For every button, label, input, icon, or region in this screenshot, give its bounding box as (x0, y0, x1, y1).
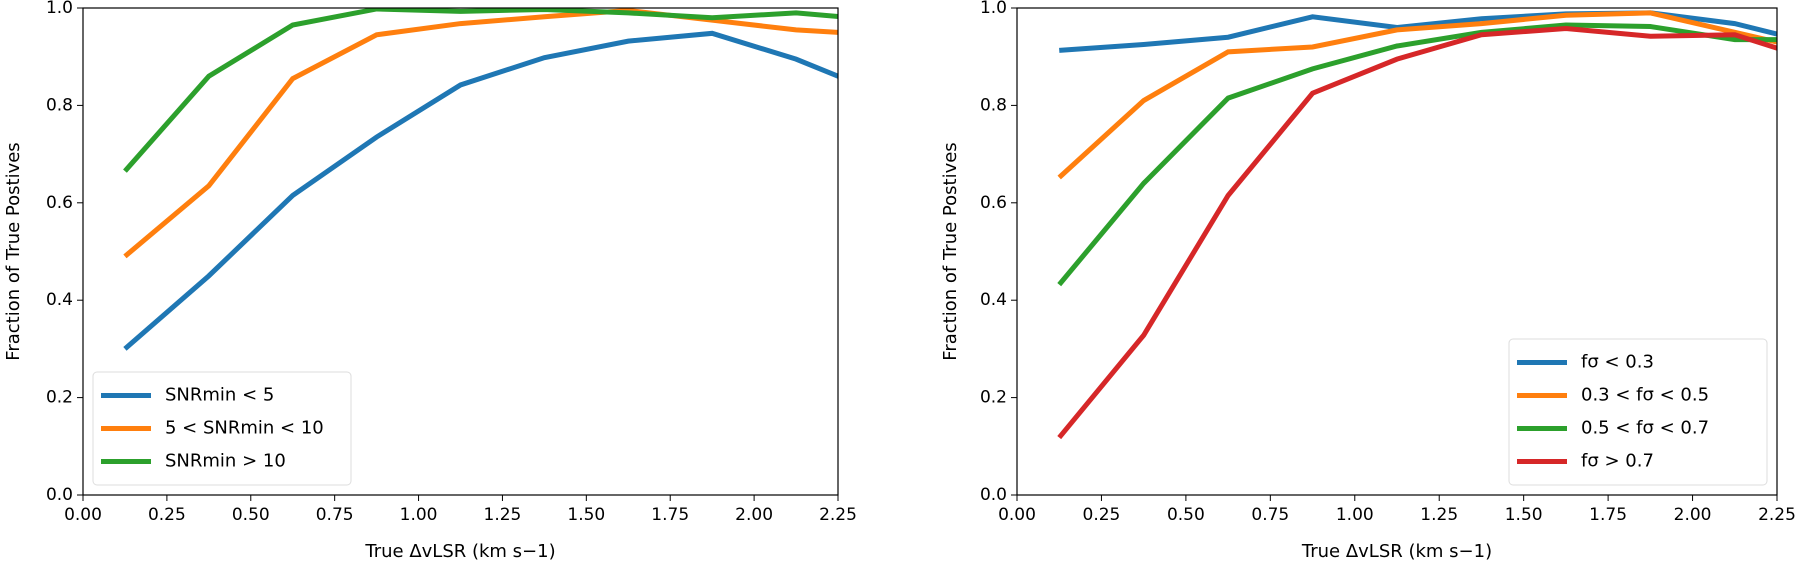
x-tick-label: 0.25 (148, 505, 186, 525)
x-tick-label: 1.50 (1505, 505, 1543, 525)
y-tick-label: 0.8 (46, 95, 73, 115)
y-tick-label: 0.0 (980, 485, 1007, 505)
x-axis-label: True ΔvLSR (km s−1) (1301, 541, 1492, 562)
y-tick-label: 0.6 (46, 193, 73, 213)
y-tick-label: 0.6 (980, 193, 1007, 213)
series-line (1057, 22, 1777, 287)
legend-label: 5 < SNRmin < 10 (165, 418, 324, 439)
x-tick-label: 1.25 (1420, 505, 1458, 525)
y-tick-label: 1.0 (46, 0, 73, 18)
legend-frame (92, 371, 352, 486)
y-tick-label: 1.0 (980, 0, 1007, 18)
x-tick-label: 1.00 (400, 505, 438, 525)
legend-label: fσ > 0.7 (1581, 451, 1654, 472)
legend: fσ < 0.3 0.3 < fσ < 0.5 0.5 < fσ < 0.7 fσ >… (1508, 338, 1768, 486)
legend-label: SNRmin > 10 (165, 451, 286, 472)
y-tick-label: 0.8 (980, 95, 1007, 115)
x-tick-label: 0.25 (1083, 505, 1121, 525)
legend-label: 0.3 < fσ < 0.5 (1581, 385, 1709, 406)
x-tick-label: 2.25 (1758, 505, 1796, 525)
x-axis-label: True ΔvLSR (km s−1) (364, 541, 555, 562)
x-tick-label: 0.75 (316, 505, 354, 525)
y-tick-label: 0.4 (980, 290, 1007, 310)
axes-frame (82, 7, 839, 496)
x-tick-label: 0.50 (1167, 505, 1205, 525)
y-tick-label: 0.2 (46, 388, 73, 408)
y-tick-label: 0.2 (980, 388, 1007, 408)
x-tick-label: 1.00 (1336, 505, 1374, 525)
series-line (1057, 10, 1777, 180)
series-line (1059, 10, 1777, 53)
subplot: 0.00 0.25 0.50 0.75 1.00 1.25 1.50 1.75 2.00 2.25… (940, 0, 1796, 562)
legend-frame (1508, 338, 1768, 486)
y-tick-label: 0.4 (46, 290, 73, 310)
y-tick-label: 0.0 (46, 485, 73, 505)
series-line (123, 8, 838, 259)
x-tick-label: 2.00 (735, 505, 773, 525)
x-tick-label: 0.00 (998, 505, 1036, 525)
subplot: 0.00 0.25 0.50 0.75 1.00 1.25 1.50 1.75 2.00 2.25… (3, 0, 857, 562)
series-line (1057, 25, 1777, 440)
x-tick-label: 0.75 (1251, 505, 1289, 525)
legend-label: SNRmin < 5 (165, 385, 274, 406)
x-tick-label: 0.50 (232, 505, 270, 525)
x-tick-label: 0.00 (64, 505, 102, 525)
x-tick-label: 1.75 (1589, 505, 1627, 525)
series-line (123, 8, 838, 173)
x-tick-label: 1.50 (567, 505, 605, 525)
legend-label: fσ < 0.3 (1581, 352, 1654, 373)
legend: SNRmin < 5 5 < SNRmin < 10 SNRmin > 10 (92, 371, 352, 486)
y-axis-label: Fraction of True Postives (3, 142, 24, 360)
x-tick-label: 2.25 (819, 505, 857, 525)
x-tick-label: 2.00 (1674, 505, 1712, 525)
y-axis-label: Fraction of True Postives (940, 142, 961, 360)
legend-label: 0.5 < fσ < 0.7 (1581, 418, 1709, 439)
axes-frame (1016, 7, 1778, 496)
x-tick-label: 1.25 (484, 505, 522, 525)
series-line (123, 30, 838, 351)
x-tick-label: 1.75 (651, 505, 689, 525)
